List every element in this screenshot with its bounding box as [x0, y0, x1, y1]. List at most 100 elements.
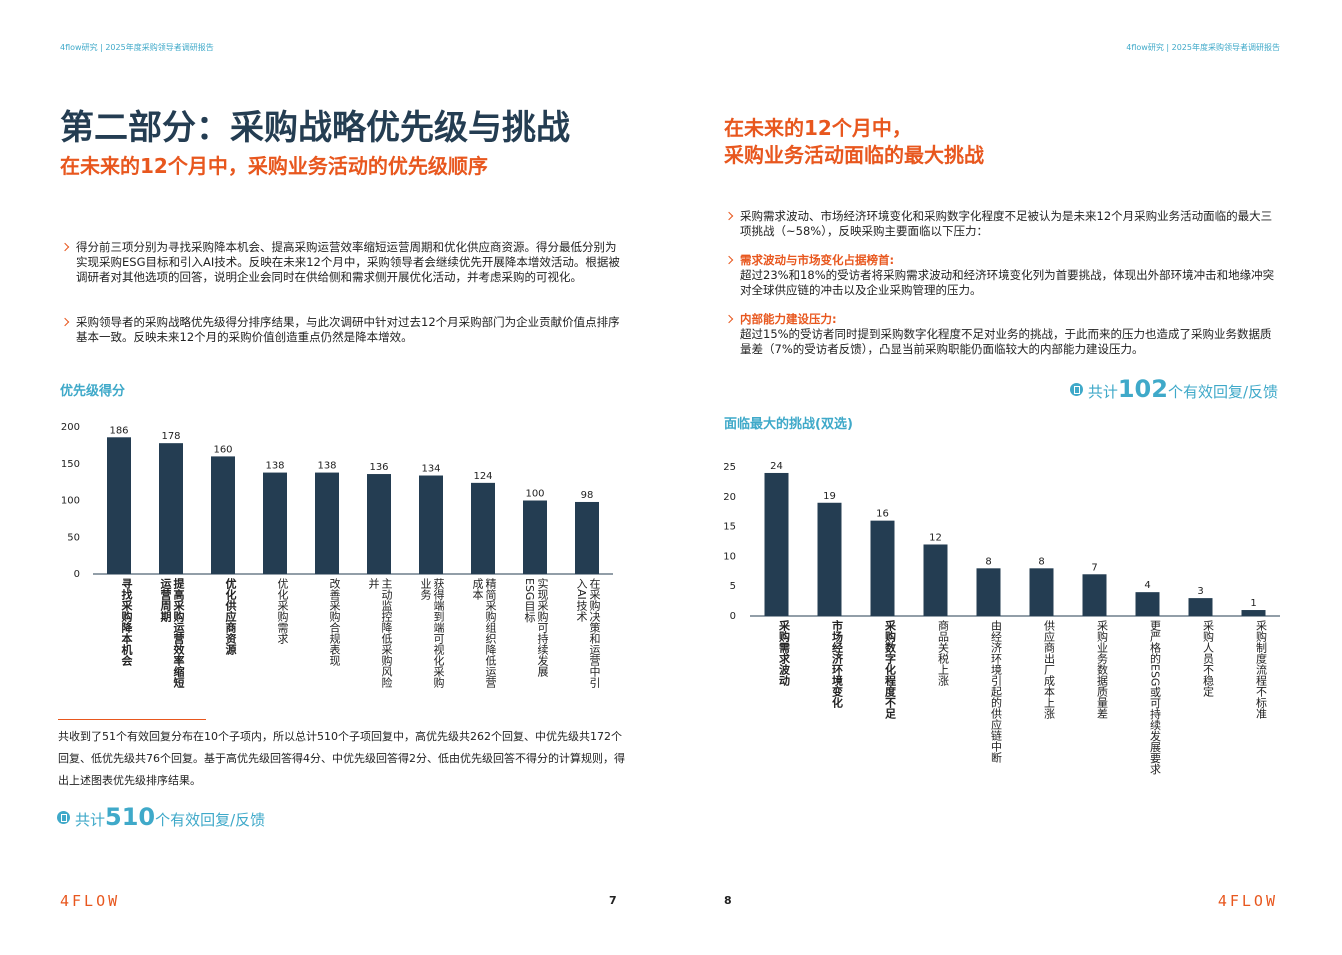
- bar: [575, 501, 599, 574]
- x-tick-label: 由经济环境引起的供应链中断: [989, 620, 1003, 763]
- value-label: 3: [1197, 586, 1203, 597]
- value-label: 24: [770, 461, 783, 472]
- x-tick-label: 改善采购合规表现: [328, 578, 341, 666]
- y-tick-label: 100: [61, 496, 80, 507]
- icon: [57, 810, 70, 824]
- bullet: 需求波动与市场变化占据榜首: 超过23%和18%的受访者将采购需求波动和经济环境…: [740, 253, 1282, 298]
- x-tick-label: 采购数字化程度不足: [883, 620, 897, 719]
- y-tick-label: 10: [723, 551, 736, 562]
- x-tick-label: 更严格的ESG或可持续发展要求: [1148, 620, 1162, 775]
- x-tick-label: 采购制度流程不标准: [1254, 620, 1268, 719]
- value-label: 186: [109, 425, 128, 436]
- bar: [315, 472, 339, 574]
- bullet-heading: 内部能力建设压力:: [740, 312, 837, 326]
- bullet: 采购需求波动、市场经济环境变化和采购数字化程度不足被认为是未来12个月采购业务活…: [740, 209, 1282, 239]
- y-tick-label: 0: [730, 611, 736, 622]
- bar: [764, 472, 789, 616]
- value-label: 12: [929, 532, 942, 543]
- bar: [1241, 610, 1266, 616]
- bullet: 采购领导者的采购战略优先级得分排序结果，与此次调研中针对过去12个月采购部门为企…: [76, 315, 620, 344]
- value-label: 1: [1250, 598, 1256, 609]
- x-tick-label: 优化采购需求: [276, 578, 289, 644]
- x-tick-label: 采购人员不稳定: [1201, 620, 1215, 697]
- bar: [367, 474, 391, 574]
- bar: [263, 472, 287, 574]
- value-label: 4: [1144, 580, 1150, 591]
- value-label: 8: [985, 556, 991, 567]
- value-label: 134: [421, 464, 440, 475]
- bullet: 内部能力建设压力: 超过15%的受访者同时提到采购数字化程度不足对业务的挑战，于…: [740, 312, 1282, 357]
- y-tick-label: 150: [61, 459, 80, 470]
- bar: [159, 443, 183, 574]
- chart-title: 面临最大的挑战(双选): [724, 417, 853, 432]
- logo: 4FLOW: [1217, 892, 1278, 910]
- value-label: 100: [525, 489, 544, 500]
- bar: [107, 437, 131, 574]
- page-number: 8: [724, 894, 732, 907]
- header: 4flow研究 | 2025年度采购领导者调研报告: [60, 43, 214, 52]
- title: 采购业务活动面临的最大挑战: [724, 143, 984, 167]
- value-label: 7: [1091, 562, 1097, 573]
- y-tick-label: 0: [74, 569, 80, 580]
- bar: [1082, 574, 1107, 616]
- count-number: 102: [1117, 375, 1168, 403]
- value-label: 138: [265, 461, 284, 472]
- response-count: 共计 510 个有效回复/反馈: [57, 803, 265, 831]
- response-count: 共计 102 个有效回复/反馈: [1069, 375, 1278, 403]
- x-tick-label: 市场经济环境变化: [830, 620, 844, 708]
- count-number: 510: [105, 803, 156, 831]
- x-tick-label: 采购业务数据质量差: [1095, 620, 1109, 719]
- x-tick-label: 实现采购可持续发展ESG目标: [523, 578, 549, 677]
- header: 4flow研究 | 2025年度采购领导者调研报告: [1126, 43, 1280, 52]
- x-tick-label: 优化供应商资源: [224, 578, 237, 655]
- icon: [1069, 382, 1083, 396]
- bar: [1135, 592, 1160, 616]
- x-tick-label: 商品关税上涨: [936, 620, 950, 686]
- title: 第二部分：采购战略优先级与挑战: [60, 108, 570, 148]
- bullet-heading: 需求波动与市场变化占据榜首:: [740, 253, 895, 267]
- count-suffix: 个有效回复/反馈: [1167, 383, 1278, 401]
- x-tick-label: 精简采购组织降低运营成本: [471, 578, 497, 688]
- y-tick-label: 200: [61, 422, 80, 433]
- x-tick-label: 提高采购运营效率缩短运营周期: [159, 578, 185, 688]
- value-label: 19: [823, 491, 836, 502]
- x-tick-label: 供应商出厂成本上涨: [1042, 620, 1056, 719]
- title: 在未来的12个月中，: [724, 116, 912, 140]
- x-tick-label: 在采购决策和运营中引入AI技术: [575, 578, 601, 688]
- count-suffix: 个有效回复/反馈: [155, 811, 266, 829]
- bullet-text: 超过23%和18%的受访者将采购需求波动和经济环境变化列为首要挑战，体现出外部环…: [740, 268, 1275, 297]
- count-prefix: 共计: [1087, 383, 1118, 401]
- value-label: 138: [317, 461, 336, 472]
- count-prefix: 共计: [75, 811, 106, 829]
- y-tick-label: 25: [723, 462, 736, 473]
- page-number: 7: [609, 894, 617, 907]
- bar: [923, 544, 948, 616]
- bullet: 得分前三项分别为寻找采购降本机会、提高采购运营效率缩短运营周期和优化供应商资源。…: [76, 240, 620, 284]
- y-tick-label: 20: [723, 492, 736, 503]
- x-tick-label: 采购需求波动: [777, 620, 791, 686]
- chart-title: 优先级得分: [60, 384, 126, 399]
- x-tick-label: 寻找采购降本机会: [120, 578, 133, 666]
- value-label: 178: [161, 431, 180, 442]
- bar: [1029, 568, 1054, 616]
- bar: [1188, 598, 1213, 616]
- y-tick-label: 15: [723, 522, 736, 533]
- value-label: 124: [473, 471, 492, 482]
- y-tick-label: 5: [730, 581, 736, 592]
- subtitle: 在未来的12个月中，采购业务活动的优先级顺序: [60, 154, 488, 178]
- value-label: 8: [1038, 556, 1044, 567]
- bar: [817, 502, 842, 616]
- bar: [419, 475, 443, 574]
- logo: 4FLOW: [60, 892, 121, 910]
- value-label: 98: [581, 490, 594, 501]
- x-tick-label: 获得端到端可视化采购业务: [419, 578, 445, 688]
- bar: [976, 568, 1001, 616]
- value-label: 16: [876, 509, 889, 520]
- bar: [870, 520, 895, 616]
- y-tick-label: 50: [67, 532, 80, 543]
- note: 共收到了51个有效回复分布在10个子项内，所以总计510个子项回复中，高优先级共…: [58, 730, 625, 787]
- value-label: 136: [369, 462, 388, 473]
- value-label: 160: [213, 444, 232, 455]
